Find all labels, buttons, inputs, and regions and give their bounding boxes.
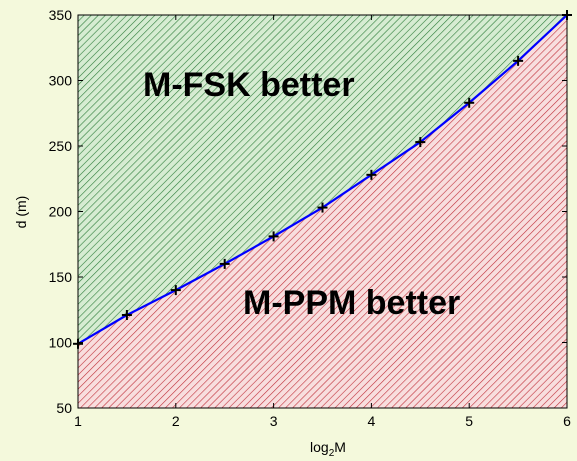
y-tick-label: 300 (49, 73, 73, 89)
y-axis-label: d (m) (13, 196, 29, 229)
axis-ticks: 1 2 3 4 5 6 50 100 150 200 250 300 350 (49, 7, 571, 429)
x-tick-label: 6 (563, 413, 571, 429)
x-tick-label: 2 (172, 413, 180, 429)
x-axis-label: log2M (310, 439, 346, 459)
data-point (317, 202, 328, 213)
data-point (170, 285, 181, 296)
region-fsk (78, 15, 567, 344)
plot-area (73, 10, 572, 409)
data-point (366, 169, 377, 180)
y-tick-label: 150 (49, 269, 73, 285)
region-label-fsk: M-FSK better (143, 66, 355, 104)
x-tick-label: 4 (368, 413, 376, 429)
x-tick-label: 3 (270, 413, 278, 429)
x-tick-label: 1 (74, 413, 82, 429)
x-tick-label: 5 (465, 413, 473, 429)
data-point (464, 97, 475, 108)
data-point (415, 137, 426, 148)
y-tick-label: 250 (49, 138, 73, 154)
y-tick-label: 100 (49, 335, 73, 351)
data-point (268, 231, 279, 242)
data-point (513, 55, 524, 66)
y-tick-label: 350 (49, 7, 73, 23)
y-tick-label: 200 (49, 204, 73, 220)
region-label-ppm: M-PPM better (243, 284, 460, 322)
y-tick-label: 50 (56, 400, 72, 416)
data-point (121, 309, 132, 320)
data-point (219, 258, 230, 269)
